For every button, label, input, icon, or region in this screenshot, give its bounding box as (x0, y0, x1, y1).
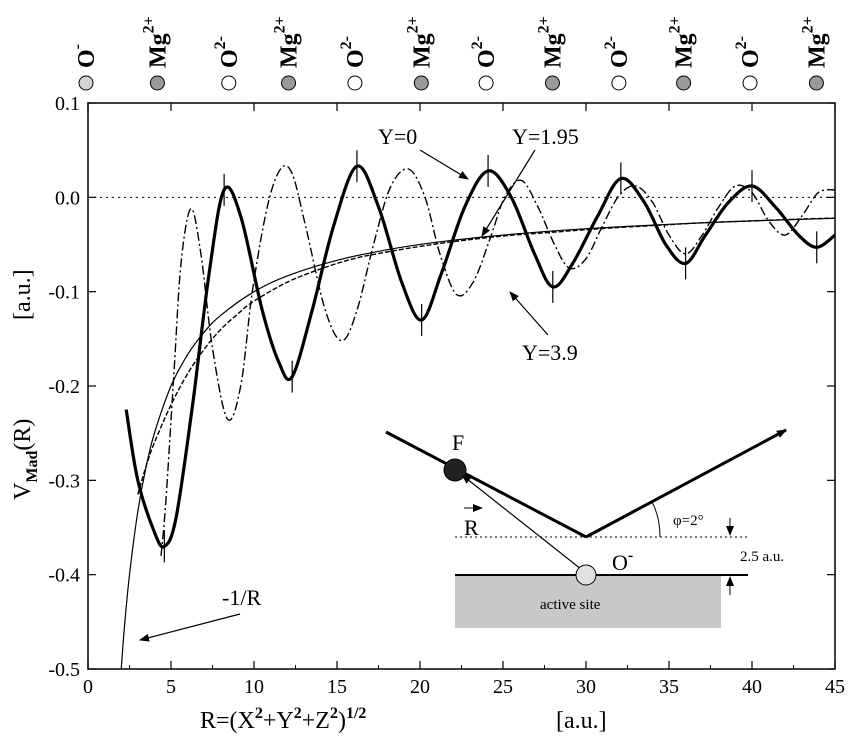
ion-label-11: Mg2+ (799, 16, 830, 91)
series-tick-marks (163, 150, 818, 563)
annotation-y39: Y=3.9 (522, 340, 578, 365)
ion-label-0: O- (69, 44, 100, 91)
incoming-trajectory (385, 430, 587, 539)
ion-text: Mg2+ (799, 16, 830, 68)
series-layer (120, 164, 835, 669)
x-tick-label: 30 (576, 676, 596, 698)
ion-marker (413, 75, 429, 91)
oxygen-site-atom (575, 564, 597, 586)
site-ion-label: O- (612, 547, 633, 575)
axis-tick-labels: 0 5 10 15 20 25 30 35 40 45-0.5-0.4-0.3-0.2-0.10.… (48, 93, 845, 698)
height-label: 2.5 a.u. (740, 549, 784, 565)
y-tick-label: -0.1 (48, 282, 80, 304)
ion-label-5: Mg2+ (404, 16, 435, 91)
ion-text: O2- (212, 36, 243, 68)
series-line-3 (120, 217, 835, 669)
active-site-label: active site (540, 597, 601, 613)
ion-marker (611, 75, 627, 91)
ion-label-3: Mg2+ (272, 16, 303, 91)
ion-marker (676, 75, 692, 91)
position-vector (461, 474, 587, 574)
ion-marker (78, 75, 94, 91)
y-tick-label: -0.2 (48, 376, 80, 398)
x-tick-label: 10 (244, 676, 264, 698)
ion-label-1: Mg2+ (140, 16, 171, 91)
x-tick-label: 20 (410, 676, 430, 698)
outgoing-trajectory (585, 428, 787, 539)
series-line-1 (137, 217, 835, 495)
ion-label-6: O2- (469, 36, 500, 91)
x-axis-title: R=(X2+Y2+Z2)1/2 (200, 705, 366, 734)
x-tick-label: 45 (825, 676, 845, 698)
series-line-0 (124, 164, 835, 549)
ion-label-2: O2- (212, 36, 243, 91)
x-tick-label: 5 (166, 676, 176, 698)
ion-marker (478, 75, 494, 91)
x-tick-label: 35 (659, 676, 679, 698)
ion-label-10: O2- (733, 36, 764, 91)
ion-text: O2- (602, 36, 633, 68)
x-tick-label: 0 (83, 676, 93, 698)
y-axis-title: VMad(R) (10, 419, 41, 500)
ion-text: O2- (469, 36, 500, 68)
axis-ticks (87, 102, 836, 670)
x-axis-unit: [a.u.] (556, 708, 607, 734)
ion-text: Mg2+ (535, 16, 566, 68)
annotation-inverse-r: -1/R (222, 585, 261, 610)
ion-marker (347, 75, 363, 91)
y-tick-label: -0.4 (48, 565, 80, 587)
ion-text: O2- (338, 36, 369, 68)
ion-label-8: O2- (602, 36, 633, 91)
annotation-inverse-r-arrow (139, 613, 241, 642)
ion-marker (149, 75, 165, 91)
series-line-2 (160, 164, 835, 556)
angle-arc (651, 501, 661, 538)
ion-text: Mg2+ (140, 16, 171, 68)
ion-marker (808, 75, 824, 91)
y-axis-title-group: VMad(R) (10, 419, 41, 500)
ion-text: Mg2+ (404, 16, 435, 68)
annotation-y195: Y=1.95 (512, 124, 579, 149)
ion-marker (221, 75, 237, 91)
y-tick-label: 0.0 (55, 187, 80, 209)
ion-marker (544, 75, 560, 91)
ion-label-7: Mg2+ (535, 16, 566, 91)
y-axis-unit: [a.u.] (10, 269, 36, 320)
x-tick-label: 40 (742, 676, 762, 698)
x-tick-label: 15 (327, 676, 347, 698)
y-axis-unit-group: [a.u.] (10, 269, 36, 320)
angle-label: φ=2° (673, 513, 704, 529)
annotation-y39-arrow (509, 291, 549, 336)
site-charge: - (628, 547, 633, 564)
x-tick-label: 25 (493, 676, 513, 698)
site-ion: O (612, 550, 628, 575)
fluorine-atom (443, 458, 467, 482)
vector-label: R (464, 515, 479, 540)
ion-text: O2- (733, 36, 764, 68)
y-tick-label: -0.5 (48, 659, 80, 681)
ion-labels-row: O- Mg2+ O2- Mg2+ O2- Mg2+ O2- Mg2+ O2- Mg2+ O2- Mg2… (69, 16, 830, 91)
annotation-y0: Y=0 (378, 124, 417, 149)
ion-marker (281, 75, 297, 91)
ion-label-4: O2- (338, 36, 369, 91)
ion-text: Mg2+ (272, 16, 303, 68)
ion-text: Mg2+ (667, 16, 698, 68)
y-tick-label: 0.1 (55, 93, 80, 115)
ion-text: O- (69, 44, 100, 68)
ion-marker (742, 75, 758, 91)
annotation-y0-arrow (419, 149, 469, 180)
annotation-y195-arrow (481, 149, 536, 237)
atom-label: F (452, 430, 464, 455)
inset-diagram: φ=2° 2.5 a.u. R F O- active site (385, 428, 787, 628)
ion-label-9: Mg2+ (667, 16, 698, 91)
y-tick-label: -0.3 (48, 470, 80, 492)
